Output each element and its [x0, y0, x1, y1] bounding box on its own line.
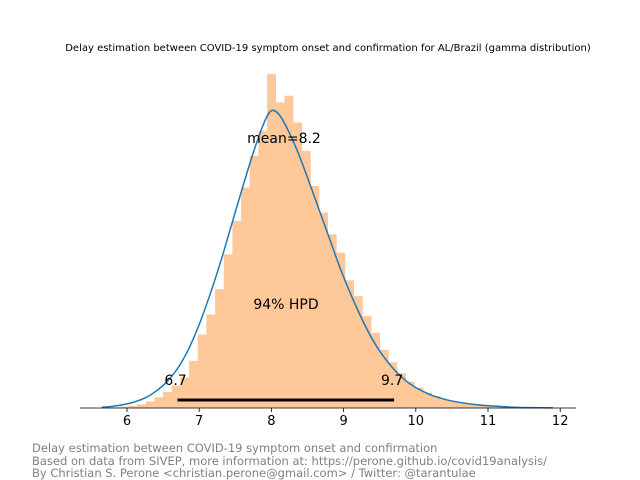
histogram-bar: [449, 401, 458, 408]
histogram-bar: [388, 362, 398, 408]
histogram-bar: [258, 130, 268, 408]
x-tick-label: 12: [552, 414, 569, 429]
histogram-bar: [137, 404, 147, 408]
mean-annotation: mean=8.2: [247, 131, 321, 147]
histogram-bar: [241, 187, 251, 408]
histogram-bar: [397, 373, 406, 408]
histogram-bar: [128, 405, 138, 408]
x-axis-ticks: 6 7 8 9 10 11 12: [123, 408, 569, 429]
histogram-bar: [215, 289, 225, 408]
histogram-bar: [197, 334, 207, 408]
x-tick-label: 11: [480, 414, 497, 429]
histogram-bar: [189, 360, 199, 408]
footer-line-3: By Christian S. Perone <christian.perone…: [32, 466, 476, 480]
histogram-bar: [414, 387, 424, 408]
histogram-bar: [223, 254, 233, 408]
footer-line-1: Delay estimation between COVID-19 sympto…: [32, 441, 438, 455]
histogram-bar: [353, 296, 363, 408]
histogram-bar: [492, 406, 502, 408]
histogram-bar: [284, 95, 294, 409]
chart-title: Delay estimation between COVID-19 sympto…: [65, 43, 591, 54]
histogram-bar: [319, 212, 329, 408]
histogram-bar: [293, 122, 303, 409]
x-tick-label: 9: [339, 414, 347, 429]
histogram-bar: [379, 349, 389, 408]
histogram-bar: [163, 391, 173, 408]
histogram-bars: [111, 74, 528, 409]
histogram-bar: [206, 314, 216, 408]
histogram-bar: [483, 405, 493, 408]
histogram-bar: [119, 406, 129, 408]
histogram-bar: [431, 395, 441, 408]
histogram-bar: [345, 280, 354, 408]
x-tick-label: 7: [195, 414, 203, 429]
histogram-bar: [171, 385, 181, 408]
footer: Delay estimation between COVID-19 sympto…: [32, 442, 547, 480]
histogram-bar: [327, 234, 337, 408]
histogram-bar: [249, 155, 259, 408]
histogram-bar: [154, 397, 164, 408]
histogram-bar: [423, 392, 432, 408]
histogram-bar: [180, 377, 190, 408]
hpd-high-label: 9.7: [381, 373, 403, 389]
histogram-bar: [232, 220, 242, 408]
histogram-bar: [475, 404, 484, 408]
histogram-bar: [336, 252, 346, 408]
density-curve: [101, 109, 553, 409]
histogram-bar: [362, 316, 372, 408]
histogram-bar: [301, 150, 311, 408]
histogram-bar: [145, 401, 155, 408]
histogram-bar: [275, 102, 285, 408]
histogram-bar: [405, 381, 415, 408]
x-tick-label: 6: [123, 414, 131, 429]
histogram-bar: [267, 74, 277, 408]
x-tick-label: 10: [408, 414, 425, 429]
hpd-low-label: 6.7: [164, 373, 186, 389]
histogram-bar: [457, 402, 467, 408]
histogram-bar: [371, 332, 380, 408]
histogram-bar: [440, 399, 450, 408]
histogram-bar: [466, 403, 476, 408]
x-tick-label: 8: [267, 414, 275, 429]
footer-line-2: Based on data from SIVEP, more informati…: [32, 453, 548, 468]
hpd-annotation: 94% HPD: [253, 297, 318, 313]
histogram-bar: [310, 185, 320, 408]
